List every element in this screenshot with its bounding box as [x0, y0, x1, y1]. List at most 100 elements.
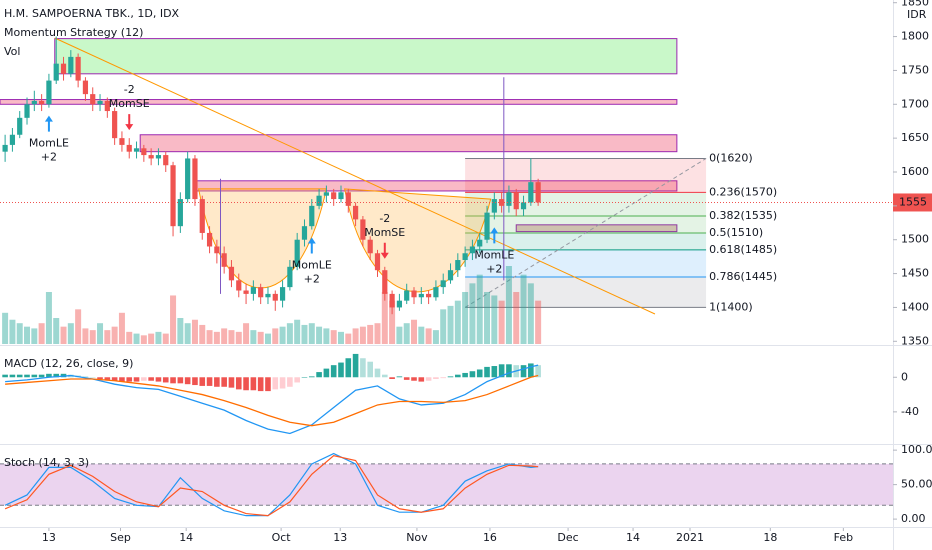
x-tick-label: 18 — [763, 531, 777, 544]
macd-histogram-bar — [104, 377, 111, 380]
volume-bar — [67, 323, 74, 344]
volume-bar — [45, 292, 52, 344]
volume-bar — [316, 326, 323, 344]
x-tick-label: Dec — [557, 531, 578, 544]
macd-histogram-bar — [2, 374, 8, 378]
signal-arrow — [44, 115, 53, 132]
candle-body — [396, 300, 403, 308]
stoch-d-line — [4, 455, 539, 517]
macd-histogram-bar — [126, 377, 133, 382]
y-tick-label: 1750 — [901, 63, 929, 76]
macd-histogram-bar — [206, 377, 213, 386]
zone — [139, 134, 678, 153]
candle-body — [272, 293, 278, 301]
macd-histogram-bar — [119, 377, 125, 382]
volume-bar — [286, 323, 293, 344]
candle-body — [279, 287, 286, 301]
chart-title: H.M. SAMPOERNA TBK., 1D, IDX — [4, 7, 180, 20]
macd-histogram-bar — [184, 377, 191, 385]
x-tick-label: 16 — [483, 531, 497, 544]
candle-body — [31, 100, 37, 105]
volume-bar — [250, 330, 257, 344]
macd-histogram-bar — [301, 377, 308, 378]
candle-body — [374, 253, 381, 271]
signal-label: MomLE — [474, 248, 514, 261]
currency-label: IDR — [907, 8, 927, 21]
candle-body — [411, 290, 417, 298]
x-tick-label: 13 — [333, 531, 347, 544]
macd-histogram-bar — [403, 377, 410, 380]
macd-histogram-bar — [133, 377, 140, 382]
candle-body — [433, 287, 439, 298]
fib-band — [465, 216, 707, 233]
y-tick-label: 1450 — [901, 267, 929, 280]
y-tick-label: 1400 — [901, 300, 929, 313]
volume-bar — [38, 323, 45, 344]
volume-bar — [491, 295, 498, 344]
macd-histogram-bar — [330, 365, 337, 378]
volume-bar — [53, 318, 60, 344]
signal-label: MomLE — [29, 137, 69, 150]
macd-histogram-bar — [192, 377, 198, 386]
fib-label: 1(1400) — [709, 300, 753, 313]
macd-histogram-bar — [287, 377, 293, 387]
volume-bar — [243, 323, 250, 344]
candle-body — [39, 100, 45, 105]
volume-bar — [396, 326, 403, 344]
macd-histogram-bar — [455, 374, 461, 378]
macd-histogram-bar — [382, 374, 388, 378]
candle-body — [185, 158, 191, 200]
candle-body — [477, 239, 483, 247]
volume-bar — [462, 292, 469, 344]
y-tick-label: 0.00 — [901, 512, 926, 525]
volume-bar — [411, 319, 418, 344]
candle-body — [2, 144, 8, 152]
last-price-box — [893, 193, 932, 212]
candle-body — [68, 56, 74, 74]
macd-histogram-bar — [425, 377, 432, 381]
stoch-k-line — [4, 452, 539, 517]
volume-bar — [221, 328, 228, 344]
volume-bar — [75, 309, 82, 344]
candle-body — [447, 270, 454, 281]
macd-histogram-bar — [82, 376, 89, 378]
volume-bar — [272, 328, 279, 344]
candle-body — [455, 260, 461, 271]
y-tick-label: 1600 — [901, 165, 929, 178]
candle-body — [24, 104, 30, 118]
macd-histogram-bar — [389, 377, 395, 379]
macd-histogram-bar — [345, 358, 352, 378]
volume-bar — [432, 330, 439, 344]
macd-histogram-bar — [367, 361, 373, 378]
trend-line — [54, 37, 656, 315]
stoch-band — [0, 463, 893, 506]
macd-histogram-bar — [498, 364, 505, 378]
y-tick-label: 1700 — [901, 97, 929, 110]
candle-body — [199, 199, 205, 233]
volume-bar — [60, 326, 67, 344]
volume-bar — [352, 328, 359, 344]
candle-body — [243, 290, 249, 294]
candle-body — [148, 155, 154, 159]
candle-body — [250, 287, 256, 294]
candle-body — [75, 56, 81, 81]
macd-histogram-bar — [396, 376, 403, 378]
macd-histogram-bar — [279, 377, 286, 389]
candle-body — [60, 63, 67, 74]
x-tick-label: Oct — [272, 531, 292, 544]
volume-bar — [389, 300, 396, 344]
candle-body — [287, 266, 293, 288]
candle-body — [258, 287, 264, 298]
volume-bar — [330, 330, 337, 344]
y-tick-label: 1350 — [901, 334, 929, 347]
volume-bar — [374, 323, 381, 344]
volume-bar — [484, 292, 491, 344]
volume-bar — [162, 333, 169, 344]
volume-bar — [440, 309, 447, 344]
macd-histogram-bar — [16, 374, 23, 378]
volume-bar — [447, 305, 454, 344]
y-tick-label: 1850 — [901, 0, 929, 9]
fib-label: 0.236(1570) — [709, 185, 777, 198]
volume-bar — [206, 330, 213, 344]
